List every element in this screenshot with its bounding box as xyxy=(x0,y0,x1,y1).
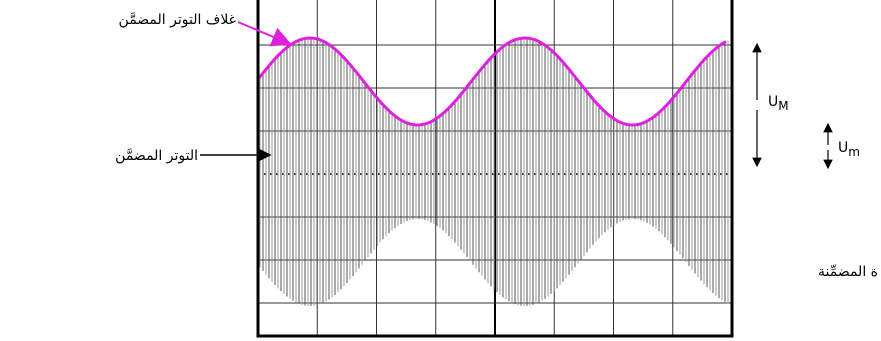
envelope-arrow xyxy=(237,21,292,47)
modulating-label: ة المضمِّنة xyxy=(818,264,878,280)
envelope-label: غلاف التوتر المضمَّن xyxy=(119,12,236,28)
modulated-label: التوتر المضمَّن xyxy=(115,148,198,164)
carrier-hatching xyxy=(259,38,729,306)
screen-border xyxy=(256,0,734,338)
u-max-label: UM xyxy=(768,94,789,113)
envelope-curve xyxy=(256,36,727,127)
u-min-label: Um xyxy=(838,140,860,159)
